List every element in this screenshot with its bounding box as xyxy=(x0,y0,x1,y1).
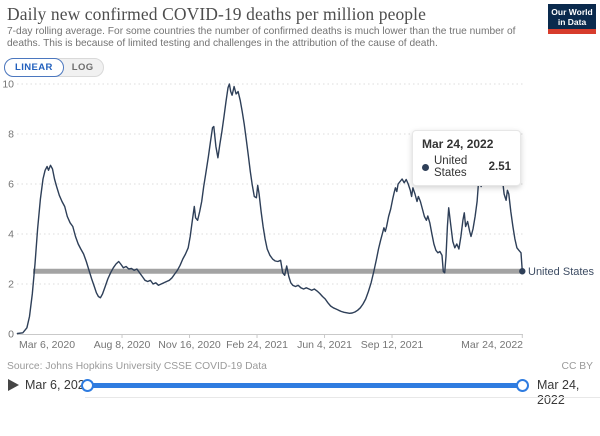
timeline-start-date: Mar 6, 2020 xyxy=(25,378,92,392)
linear-button[interactable]: LINEAR xyxy=(4,58,64,77)
tooltip-date: Mar 24, 2022 xyxy=(422,137,494,151)
timeline-end-handle[interactable] xyxy=(516,379,529,392)
x-tick-label: Mar 6, 2020 xyxy=(19,339,75,351)
x-tick-label: Nov 16, 2020 xyxy=(158,339,221,351)
chart-title: Daily new confirmed COVID-19 deaths per … xyxy=(7,4,426,24)
owid-logo-stripe xyxy=(548,29,596,34)
y-tick-label: 6 xyxy=(8,179,14,191)
timeline: Mar 6, 2020 Mar 24, 2022 xyxy=(0,376,600,407)
timeline-track[interactable] xyxy=(88,383,523,388)
source-row: Source: Johns Hopkins University CSSE CO… xyxy=(7,361,593,372)
tooltip-series-value: 2.51 xyxy=(488,161,511,173)
tooltip-series-label: United States xyxy=(434,155,468,179)
source-text: Source: Johns Hopkins University CSSE CO… xyxy=(7,361,267,372)
timeline-end-date: Mar 24, 2022 xyxy=(537,378,580,407)
chart-subtitle: 7-day rolling average. For some countrie… xyxy=(7,26,516,50)
y-tick-label: 4 xyxy=(8,229,14,241)
y-tick-label: 2 xyxy=(8,279,14,291)
chart-tooltip: Mar 24, 2022 United States 2.51 xyxy=(412,130,521,186)
tooltip-row: United States 2.51 xyxy=(422,155,511,179)
widget-bottom-border xyxy=(85,397,600,398)
owid-logo-text: Our World in Data xyxy=(548,4,596,29)
y-tick-label: 10 xyxy=(2,79,14,91)
y-tick-label: 0 xyxy=(8,329,14,341)
license-link[interactable]: CC BY xyxy=(561,361,593,372)
series-dot-icon xyxy=(422,163,429,171)
timeline-start-handle[interactable] xyxy=(81,379,94,392)
y-tick-label: 8 xyxy=(8,129,14,141)
play-icon[interactable] xyxy=(8,379,19,391)
us-deaths-line[interactable] xyxy=(16,83,523,335)
x-tick-label: Sep 12, 2021 xyxy=(361,339,424,351)
series-end-label: United States xyxy=(528,266,595,278)
x-tick-label: Feb 24, 2021 xyxy=(226,339,288,351)
line-chart-plot[interactable]: 0 2 4 6 8 10 Mar 6, 2020 Aug 8, 2020 Nov 16, 202… xyxy=(0,0,600,360)
owid-logo[interactable]: Our World in Data xyxy=(548,4,596,34)
x-tick-label: Mar 24, 2022 xyxy=(461,339,523,351)
x-tick-label: Jun 4, 2021 xyxy=(297,339,352,351)
log-button[interactable]: LOG xyxy=(63,59,103,76)
scale-toggle: LINEAR LOG xyxy=(4,58,104,77)
x-tick-label: Aug 8, 2020 xyxy=(94,339,151,351)
line-endpoint-dot xyxy=(519,268,526,275)
